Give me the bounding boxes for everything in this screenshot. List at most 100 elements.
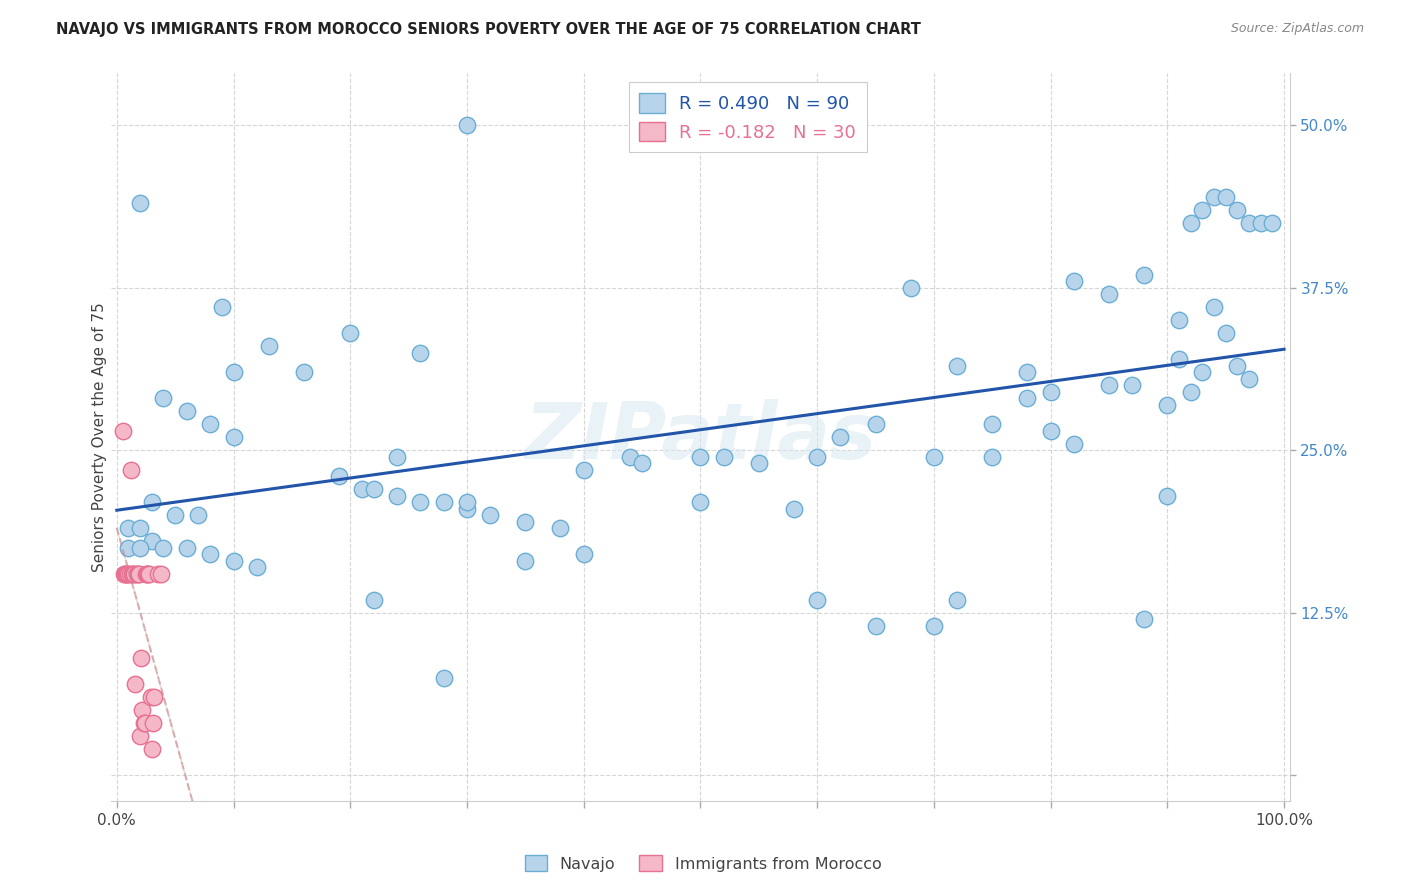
Point	[806, 592, 828, 607]
Point	[409, 495, 432, 509]
Point	[222, 430, 245, 444]
Point	[134, 716, 156, 731]
Point	[1180, 384, 1202, 399]
Point	[117, 566, 139, 581]
Point	[141, 534, 163, 549]
Point	[1215, 189, 1237, 203]
Point	[981, 417, 1004, 431]
Point	[456, 118, 478, 132]
Point	[1133, 612, 1156, 626]
Point	[865, 618, 887, 632]
Point	[1121, 378, 1143, 392]
Point	[146, 566, 169, 581]
Point	[136, 566, 159, 581]
Point	[112, 566, 135, 581]
Point	[152, 391, 174, 405]
Point	[1237, 215, 1260, 229]
Point	[922, 618, 945, 632]
Point	[136, 566, 159, 581]
Point	[211, 300, 233, 314]
Point	[1098, 287, 1121, 301]
Point	[456, 495, 478, 509]
Point	[572, 462, 595, 476]
Point	[1156, 489, 1178, 503]
Point	[117, 566, 139, 581]
Point	[129, 541, 152, 555]
Point	[111, 424, 134, 438]
Point	[129, 729, 152, 743]
Point	[141, 495, 163, 509]
Point	[198, 547, 221, 561]
Point	[865, 417, 887, 431]
Point	[1098, 378, 1121, 392]
Y-axis label: Seniors Poverty Over the Age of 75: Seniors Poverty Over the Age of 75	[93, 302, 107, 572]
Point	[122, 566, 145, 581]
Point	[1168, 313, 1191, 327]
Point	[806, 450, 828, 464]
Point	[292, 365, 315, 379]
Point	[187, 508, 209, 522]
Point	[1226, 202, 1249, 217]
Point	[1133, 268, 1156, 282]
Point	[124, 677, 146, 691]
Point	[143, 690, 166, 705]
Point	[129, 651, 152, 665]
Point	[328, 469, 350, 483]
Point	[339, 326, 361, 340]
Point	[118, 566, 141, 581]
Point	[257, 339, 280, 353]
Point	[515, 515, 537, 529]
Point	[981, 450, 1004, 464]
Text: ZIPatlas: ZIPatlas	[524, 399, 876, 475]
Point	[152, 541, 174, 555]
Point	[222, 365, 245, 379]
Point	[1202, 300, 1225, 314]
Point	[1215, 326, 1237, 340]
Point	[198, 417, 221, 431]
Point	[114, 566, 136, 581]
Point	[1191, 202, 1213, 217]
Point	[748, 456, 770, 470]
Point	[830, 430, 852, 444]
Point	[128, 566, 150, 581]
Point	[129, 521, 152, 535]
Point	[1156, 398, 1178, 412]
Point	[1063, 274, 1085, 288]
Point	[117, 521, 139, 535]
Point	[1226, 359, 1249, 373]
Point	[129, 196, 152, 211]
Point	[946, 359, 969, 373]
Text: Source: ZipAtlas.com: Source: ZipAtlas.com	[1230, 22, 1364, 36]
Point	[132, 716, 155, 731]
Point	[631, 456, 654, 470]
Point	[385, 450, 408, 464]
Point	[121, 566, 143, 581]
Point	[433, 495, 456, 509]
Point	[222, 553, 245, 567]
Point	[115, 566, 138, 581]
Point	[125, 566, 148, 581]
Point	[120, 462, 142, 476]
Point	[1017, 391, 1039, 405]
Point	[176, 404, 198, 418]
Point	[1168, 352, 1191, 367]
Text: NAVAJO VS IMMIGRANTS FROM MOROCCO SENIORS POVERTY OVER THE AGE OF 75 CORRELATION: NAVAJO VS IMMIGRANTS FROM MOROCCO SENIOR…	[56, 22, 921, 37]
Point	[479, 508, 502, 522]
Point	[1039, 384, 1062, 399]
Point	[619, 450, 641, 464]
Point	[135, 566, 157, 581]
Point	[433, 671, 456, 685]
Point	[246, 560, 269, 574]
Point	[141, 742, 163, 756]
Point	[131, 703, 153, 717]
Point	[1261, 215, 1284, 229]
Point	[515, 553, 537, 567]
Point	[689, 495, 711, 509]
Point	[1180, 215, 1202, 229]
Point	[385, 489, 408, 503]
Point	[1039, 424, 1062, 438]
Point	[363, 592, 385, 607]
Legend: R = 0.490   N = 90, R = -0.182   N = 30: R = 0.490 N = 90, R = -0.182 N = 30	[628, 82, 866, 153]
Point	[176, 541, 198, 555]
Point	[1202, 189, 1225, 203]
